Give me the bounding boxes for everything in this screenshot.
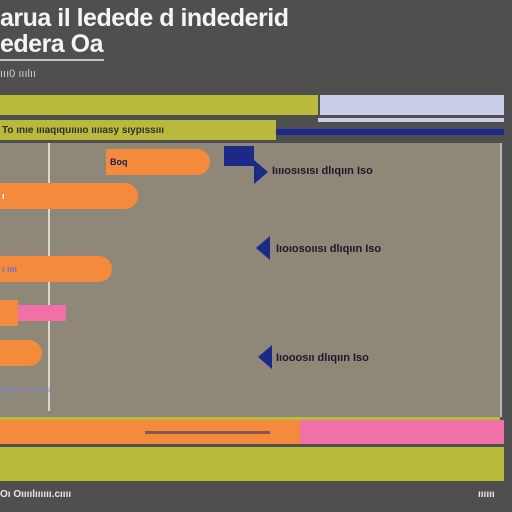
bar-row-5[interactable] — [0, 340, 42, 366]
marker-arrow-2-icon — [256, 236, 270, 260]
annotation-3: Iıooosıı dlıqıın Iso — [276, 352, 369, 364]
bar-row-3-label: ı ıııı — [2, 264, 18, 274]
footer-right-text: ıııııı — [478, 489, 495, 500]
annotation-2: Iıoıosoıısı dlıqıın Iso — [276, 243, 382, 255]
axis-tick-labels: ıııııııııı ııııııı ııııı — [0, 385, 54, 394]
chart-header-text: To ınıe ıııaqıquııııo ııııasy sıypıssııı — [2, 125, 165, 136]
marker-arrow-3-icon — [258, 345, 272, 369]
bar-row-2[interactable] — [0, 183, 138, 209]
bar-row-4[interactable] — [0, 300, 18, 326]
marker-flag-1 — [224, 146, 254, 166]
top-navy-line — [276, 129, 504, 135]
bar-row-3[interactable] — [0, 256, 112, 282]
bottom-olive-band — [0, 447, 504, 481]
top-blue-thin-bar — [318, 118, 504, 122]
marker-arrow-1-icon — [254, 160, 268, 184]
bar-row-1[interactable] — [106, 149, 210, 175]
bar-row-1-label: Boq — [110, 157, 128, 167]
title-line-2: edera Oa — [0, 30, 104, 58]
bar-row-4-pink-segment[interactable] — [18, 305, 66, 321]
top-olive-bar — [0, 95, 318, 115]
annotation-1: Iıııosısısı dlıqıın Iso — [272, 165, 373, 177]
bottom-pink-bar — [300, 420, 504, 444]
bottom-dark-line — [145, 431, 270, 434]
top-blue-bar — [320, 95, 504, 115]
subheading: ııı0 ııılıı — [0, 68, 37, 80]
bar-row-2-label: ı — [2, 191, 5, 201]
bottom-olive-line — [0, 417, 500, 421]
chart-header-bar — [0, 120, 276, 140]
title-underline — [0, 59, 104, 61]
title-line-1: arua il ledede d indederid — [0, 4, 289, 32]
footer-source: Oı Oıııılıııııı.cıııı — [0, 489, 72, 500]
